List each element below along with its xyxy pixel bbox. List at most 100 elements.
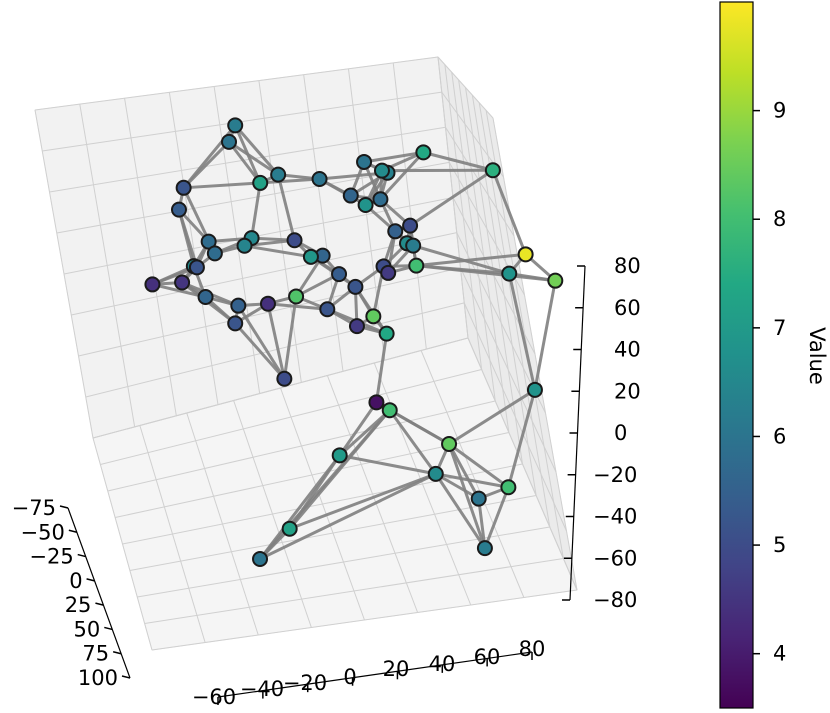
x-axis-tick-label: 50 bbox=[74, 617, 101, 641]
x-axis-tick-label: −50 bbox=[21, 520, 65, 544]
data-point bbox=[331, 266, 348, 283]
z-axis-tick-label: 40 bbox=[614, 338, 641, 362]
y-axis-tick-label: 0 bbox=[343, 665, 356, 689]
data-point bbox=[281, 520, 298, 537]
y-axis: −60 −40−20 0 20 40 60 80 bbox=[192, 637, 546, 709]
data-point bbox=[526, 381, 543, 398]
x-axis-tick-label: 100 bbox=[78, 666, 118, 690]
y-axis-tick-label: 80 bbox=[519, 637, 546, 661]
floor-gridline bbox=[326, 375, 419, 613]
edge-line bbox=[259, 472, 437, 561]
edge-line bbox=[267, 302, 328, 311]
x-axis-tick bbox=[104, 626, 113, 631]
data-point bbox=[236, 237, 253, 254]
edge-line bbox=[477, 498, 487, 549]
data-point bbox=[227, 117, 244, 134]
edge-line bbox=[234, 124, 280, 176]
data-point bbox=[356, 153, 373, 170]
colorbar-label: Value bbox=[805, 327, 829, 385]
data-points bbox=[144, 117, 564, 568]
edge-line bbox=[276, 174, 296, 241]
y-axis-tick-label: 60 bbox=[474, 645, 501, 669]
colorbar-tick-label: 8 bbox=[773, 207, 786, 231]
data-point bbox=[365, 308, 382, 325]
edge-line bbox=[237, 304, 286, 380]
data-point bbox=[368, 394, 385, 411]
data-point bbox=[311, 171, 328, 188]
x-axis-tick bbox=[112, 650, 122, 655]
edge-line bbox=[183, 181, 261, 190]
x-axis-tick bbox=[68, 529, 78, 534]
edge-line bbox=[260, 177, 320, 185]
data-point bbox=[373, 162, 390, 179]
data-point bbox=[276, 370, 293, 387]
edge-line bbox=[374, 333, 389, 403]
edge-line bbox=[416, 252, 526, 268]
data-point bbox=[517, 246, 534, 263]
edge-line bbox=[295, 272, 340, 298]
x-axis-tick-label: 25 bbox=[65, 593, 92, 617]
y-axis-tick-label: 40 bbox=[429, 652, 456, 676]
back-horizontal-gridline bbox=[85, 302, 465, 398]
colorbar-tick-label: 4 bbox=[773, 642, 786, 666]
edge-line bbox=[379, 151, 425, 201]
data-point bbox=[270, 166, 287, 183]
edge-line bbox=[339, 453, 437, 476]
data-point bbox=[175, 179, 192, 196]
data-point bbox=[387, 223, 404, 240]
edge-line bbox=[422, 150, 494, 172]
colorbar-tick-label: 6 bbox=[773, 424, 786, 448]
colorbar-tick-label: 5 bbox=[773, 533, 786, 557]
colorbar-ticks: 9 8 7 6 5 4 bbox=[753, 99, 786, 666]
edge-line bbox=[288, 409, 391, 530]
data-point bbox=[227, 315, 244, 332]
data-point bbox=[170, 201, 187, 218]
data-point bbox=[357, 196, 374, 213]
edge-line bbox=[447, 443, 487, 549]
z-axis-tick-label: −40 bbox=[593, 505, 637, 529]
back-horizontal-gridline bbox=[34, 56, 439, 111]
data-point bbox=[501, 265, 518, 282]
data-point bbox=[372, 191, 389, 208]
data-point bbox=[188, 259, 205, 276]
x-axis-line bbox=[67, 507, 131, 679]
floor-gridline bbox=[280, 387, 365, 621]
data-point bbox=[174, 274, 191, 291]
y-axis-tick-label: 20 bbox=[383, 657, 410, 681]
edge-line bbox=[448, 388, 536, 446]
edge-line bbox=[282, 296, 298, 379]
data-point bbox=[381, 402, 398, 419]
x-axis-tick bbox=[59, 505, 69, 509]
data-point bbox=[378, 325, 395, 342]
edge-line bbox=[388, 408, 450, 446]
edge-line bbox=[266, 303, 286, 380]
edge-line bbox=[388, 409, 437, 475]
edge-line bbox=[227, 140, 262, 184]
floor-gridline bbox=[420, 350, 525, 598]
data-point bbox=[405, 237, 422, 254]
z-axis: 80 60 40 20 0 −20 −40 −60 −80 bbox=[562, 254, 641, 612]
edge-line bbox=[363, 150, 424, 164]
data-point bbox=[408, 257, 425, 274]
data-point bbox=[470, 490, 487, 507]
data-point bbox=[252, 174, 269, 191]
edge-line bbox=[506, 389, 537, 488]
data-point bbox=[206, 245, 223, 262]
edge-line bbox=[412, 244, 510, 276]
z-axis-tick-label: 80 bbox=[614, 254, 641, 278]
edge-line bbox=[338, 401, 378, 457]
data-point bbox=[319, 301, 336, 318]
data-point bbox=[259, 295, 276, 312]
edge-line bbox=[416, 264, 510, 276]
edge-line bbox=[483, 486, 510, 549]
z-axis-tick-label: −20 bbox=[593, 463, 637, 487]
data-point bbox=[288, 288, 305, 305]
floor-gridline bbox=[129, 495, 537, 571]
data-point bbox=[402, 217, 419, 234]
right-vertical-gridline bbox=[458, 79, 510, 433]
axis-panes bbox=[34, 55, 578, 651]
edge-line bbox=[228, 140, 279, 176]
floor-gridline bbox=[144, 558, 564, 624]
